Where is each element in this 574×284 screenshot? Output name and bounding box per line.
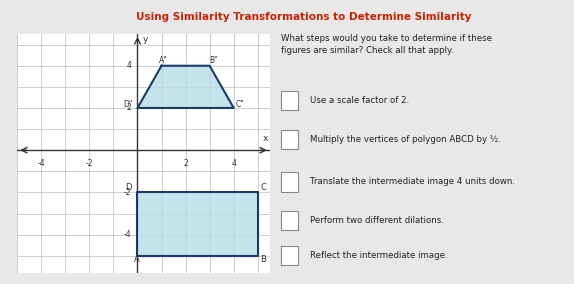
Text: What steps would you take to determine if these
figures are similar? Check all t: What steps would you take to determine i… bbox=[281, 34, 492, 55]
Text: 4: 4 bbox=[127, 61, 131, 70]
Text: B: B bbox=[260, 255, 266, 264]
Text: Multiply the vertices of polygon ABCD by ½.: Multiply the vertices of polygon ABCD by… bbox=[310, 135, 501, 143]
Text: Translate the intermediate image 4 units down.: Translate the intermediate image 4 units… bbox=[310, 178, 515, 187]
Bar bbox=[281, 172, 298, 191]
Text: C": C" bbox=[236, 100, 245, 109]
Text: -2: -2 bbox=[86, 159, 93, 168]
Text: Reflect the intermediate image.: Reflect the intermediate image. bbox=[310, 251, 448, 260]
Bar bbox=[281, 130, 298, 149]
Text: x: x bbox=[263, 134, 269, 143]
Text: Using Similarity Transformations to Determine Similarity: Using Similarity Transformations to Dete… bbox=[137, 12, 472, 22]
Text: D: D bbox=[126, 183, 132, 192]
Text: 2: 2 bbox=[127, 103, 131, 112]
Text: y: y bbox=[142, 35, 148, 44]
Text: Use a scale factor of 2.: Use a scale factor of 2. bbox=[310, 96, 409, 105]
Text: -4: -4 bbox=[37, 159, 45, 168]
Bar bbox=[281, 211, 298, 230]
Text: -2: -2 bbox=[124, 188, 131, 197]
Text: 2: 2 bbox=[183, 159, 188, 168]
Text: 4: 4 bbox=[231, 159, 236, 168]
Polygon shape bbox=[138, 66, 234, 108]
Bar bbox=[281, 247, 298, 266]
Text: B": B" bbox=[210, 56, 218, 64]
Text: C: C bbox=[260, 183, 266, 192]
Text: D": D" bbox=[123, 100, 133, 109]
Bar bbox=[281, 91, 298, 110]
Text: Perform two different dilations.: Perform two different dilations. bbox=[310, 216, 444, 225]
Text: -4: -4 bbox=[124, 230, 131, 239]
Polygon shape bbox=[138, 193, 258, 256]
Text: A": A" bbox=[159, 56, 168, 64]
Text: A: A bbox=[134, 255, 139, 264]
